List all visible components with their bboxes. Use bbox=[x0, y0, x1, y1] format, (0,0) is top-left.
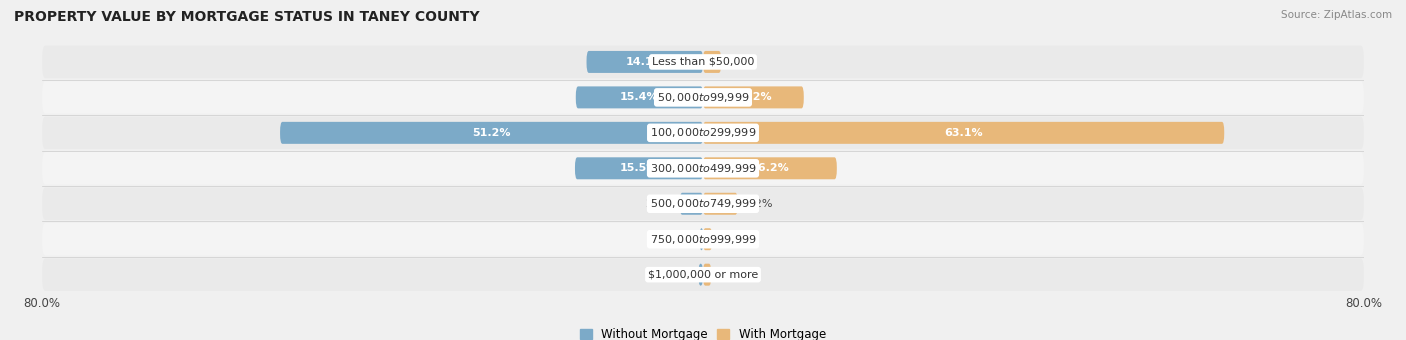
Text: $500,000 to $749,999: $500,000 to $749,999 bbox=[650, 197, 756, 210]
FancyBboxPatch shape bbox=[586, 51, 703, 73]
Text: $100,000 to $299,999: $100,000 to $299,999 bbox=[650, 126, 756, 139]
FancyBboxPatch shape bbox=[42, 117, 1364, 149]
FancyBboxPatch shape bbox=[42, 46, 1364, 78]
Text: PROPERTY VALUE BY MORTGAGE STATUS IN TANEY COUNTY: PROPERTY VALUE BY MORTGAGE STATUS IN TAN… bbox=[14, 10, 479, 24]
Text: 4.2%: 4.2% bbox=[744, 199, 773, 209]
Text: 51.2%: 51.2% bbox=[472, 128, 510, 138]
Text: $50,000 to $99,999: $50,000 to $99,999 bbox=[657, 91, 749, 104]
Text: $1,000,000 or more: $1,000,000 or more bbox=[648, 270, 758, 280]
Text: 16.2%: 16.2% bbox=[751, 163, 789, 173]
FancyBboxPatch shape bbox=[703, 264, 711, 286]
Text: Source: ZipAtlas.com: Source: ZipAtlas.com bbox=[1281, 10, 1392, 20]
FancyBboxPatch shape bbox=[681, 193, 703, 215]
FancyBboxPatch shape bbox=[42, 152, 1364, 185]
Legend: Without Mortgage, With Mortgage: Without Mortgage, With Mortgage bbox=[581, 328, 825, 340]
FancyBboxPatch shape bbox=[575, 157, 703, 179]
Text: Less than $50,000: Less than $50,000 bbox=[652, 57, 754, 67]
FancyBboxPatch shape bbox=[699, 264, 703, 286]
FancyBboxPatch shape bbox=[42, 187, 1364, 220]
Text: 2.8%: 2.8% bbox=[645, 199, 673, 209]
FancyBboxPatch shape bbox=[700, 228, 703, 250]
FancyBboxPatch shape bbox=[42, 81, 1364, 114]
FancyBboxPatch shape bbox=[576, 86, 703, 108]
Text: 0.37%: 0.37% bbox=[658, 234, 693, 244]
FancyBboxPatch shape bbox=[703, 193, 738, 215]
Text: 15.5%: 15.5% bbox=[620, 163, 658, 173]
Text: $300,000 to $499,999: $300,000 to $499,999 bbox=[650, 162, 756, 175]
FancyBboxPatch shape bbox=[703, 157, 837, 179]
FancyBboxPatch shape bbox=[280, 122, 703, 144]
FancyBboxPatch shape bbox=[42, 258, 1364, 291]
FancyBboxPatch shape bbox=[703, 122, 1225, 144]
Text: 12.2%: 12.2% bbox=[734, 92, 773, 102]
Text: $750,000 to $999,999: $750,000 to $999,999 bbox=[650, 233, 756, 246]
FancyBboxPatch shape bbox=[703, 228, 711, 250]
Text: 63.1%: 63.1% bbox=[945, 128, 983, 138]
Text: 1.1%: 1.1% bbox=[718, 234, 747, 244]
Text: 14.1%: 14.1% bbox=[626, 57, 664, 67]
Text: 2.2%: 2.2% bbox=[728, 57, 756, 67]
Text: 1.0%: 1.0% bbox=[718, 270, 747, 280]
FancyBboxPatch shape bbox=[42, 223, 1364, 256]
Text: 15.4%: 15.4% bbox=[620, 92, 658, 102]
Text: 0.56%: 0.56% bbox=[657, 270, 692, 280]
FancyBboxPatch shape bbox=[703, 51, 721, 73]
FancyBboxPatch shape bbox=[703, 86, 804, 108]
